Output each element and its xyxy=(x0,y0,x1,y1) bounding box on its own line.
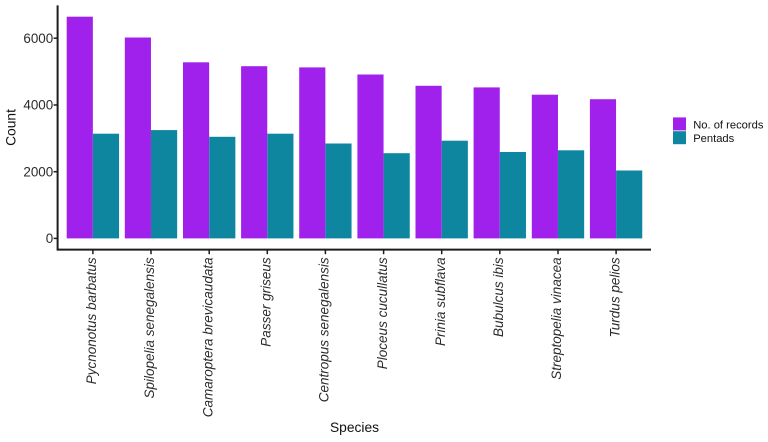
svg-text:No. of records: No. of records xyxy=(693,119,764,131)
svg-text:Ploceus cucullatus: Ploceus cucullatus xyxy=(375,257,390,369)
svg-text:6000: 6000 xyxy=(23,31,53,46)
svg-text:Streptopelia vinacea: Streptopelia vinacea xyxy=(549,257,564,380)
svg-text:Prinia subflava: Prinia subflava xyxy=(433,257,448,346)
svg-text:Passer griseus: Passer griseus xyxy=(259,257,274,347)
svg-text:Spilopelia senegalensis: Spilopelia senegalensis xyxy=(142,257,157,398)
svg-text:Count: Count xyxy=(3,109,18,146)
svg-text:0: 0 xyxy=(46,231,53,246)
svg-text:Pycnonotus barbatus: Pycnonotus barbatus xyxy=(84,257,99,384)
svg-text:Turdus pelios: Turdus pelios xyxy=(607,257,622,337)
svg-text:Species: Species xyxy=(330,420,379,435)
svg-text:Pentads: Pentads xyxy=(693,133,734,145)
svg-text:Centropus senegalensis: Centropus senegalensis xyxy=(317,257,332,402)
svg-text:4000: 4000 xyxy=(23,98,53,113)
svg-text:2000: 2000 xyxy=(23,164,53,179)
svg-text:Camaroptera brevicaudata: Camaroptera brevicaudata xyxy=(200,257,215,417)
svg-text:Bubulcus ibis: Bubulcus ibis xyxy=(491,257,506,337)
